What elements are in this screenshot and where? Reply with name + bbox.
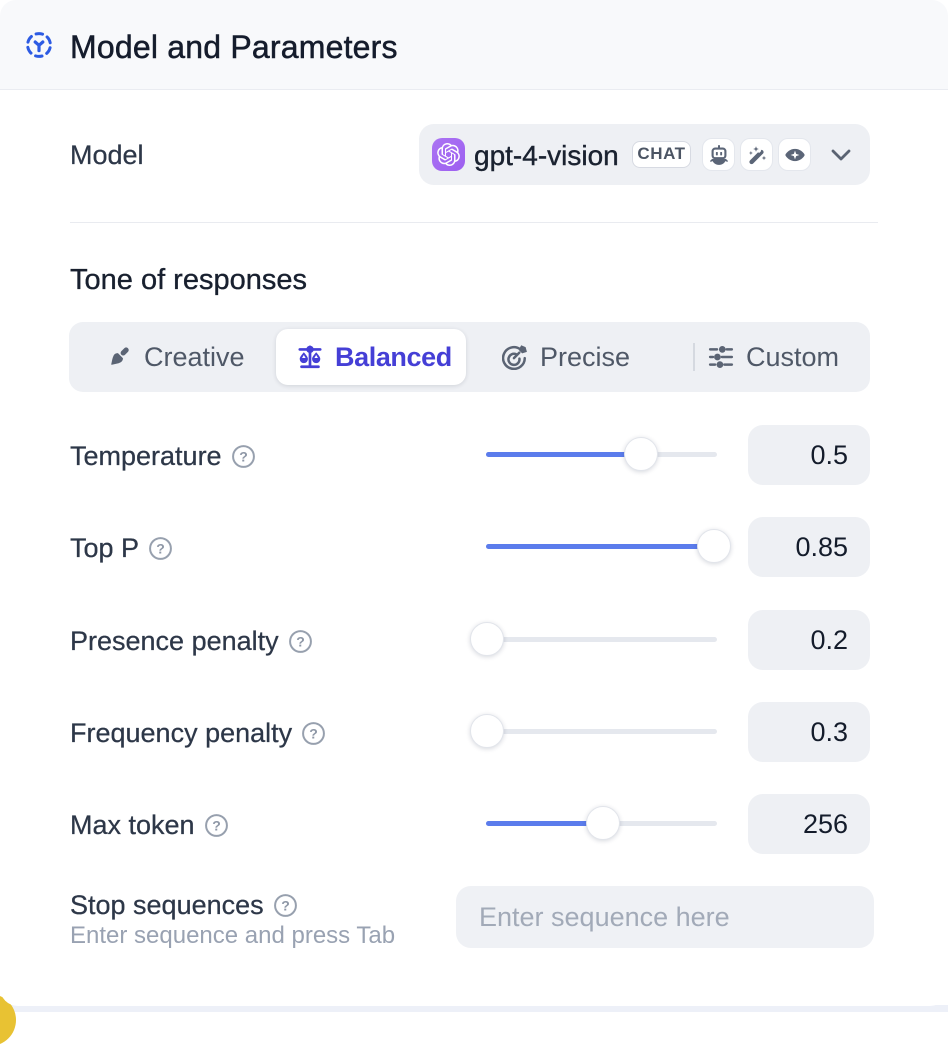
svg-text:?: ? bbox=[281, 898, 290, 914]
svg-text:?: ? bbox=[156, 541, 165, 557]
svg-text:?: ? bbox=[212, 818, 221, 834]
svg-text:?: ? bbox=[296, 634, 305, 650]
svg-text:?: ? bbox=[309, 726, 318, 742]
svg-text:?: ? bbox=[239, 449, 248, 465]
